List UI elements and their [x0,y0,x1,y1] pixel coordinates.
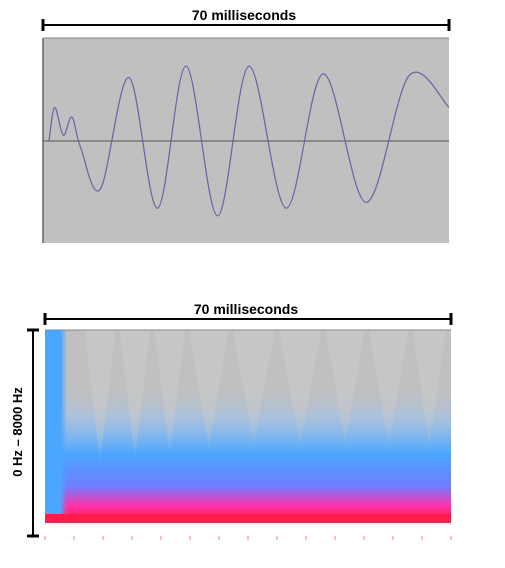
spectrogram-onset-band [45,330,67,515]
frequency-range-label: 0 Hz – 8000 Hz [10,387,25,477]
spectrogram-title: 70 milliseconds [194,301,298,317]
spectrogram-plot-area [45,330,451,540]
spectrogram-low-band [45,514,451,523]
waveform-title: 70 milliseconds [192,7,296,23]
frequency-bracket [27,330,39,536]
waveform-chart: 70 milliseconds [43,7,449,243]
spectrogram-chart: 70 milliseconds 0 Hz – 8000 Hz [10,301,451,540]
